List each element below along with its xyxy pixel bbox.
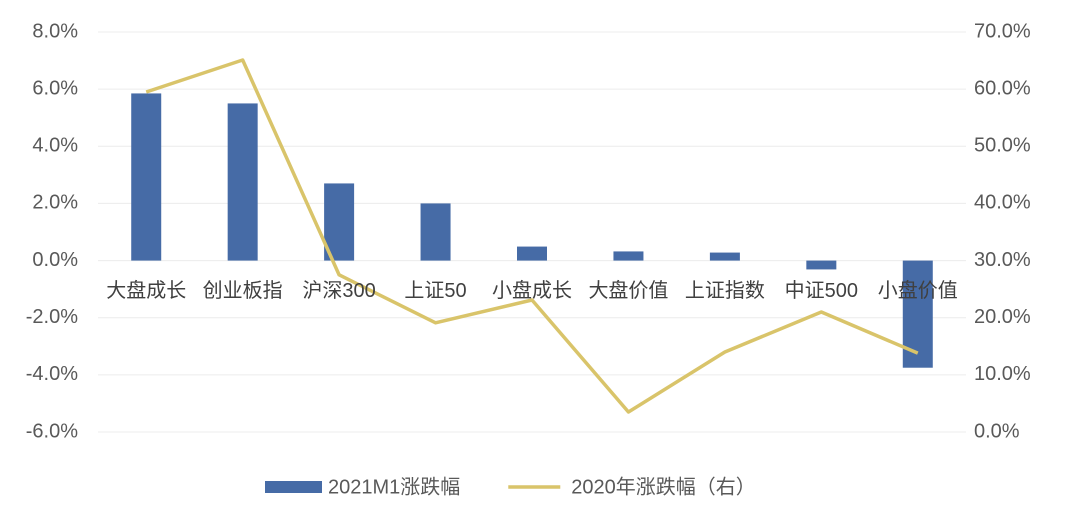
y-tick-label: 4.0% <box>32 135 78 157</box>
y2-tick-label: 40.0% <box>974 192 1031 214</box>
x-tick-label: 上证指数 <box>685 279 765 302</box>
y-tick-label: -6.0% <box>26 420 78 442</box>
y2-tick-label: 70.0% <box>974 20 1031 42</box>
line <box>145 58 919 414</box>
y2-tick-label: 50.0% <box>974 135 1031 157</box>
y-tick-label: 6.0% <box>32 77 78 99</box>
bar <box>613 251 644 261</box>
y2-tick-label: 10.0% <box>974 363 1031 385</box>
x-tick-label: 沪深300 <box>302 279 375 302</box>
x-tick-label: 大盘成长 <box>106 279 186 302</box>
x-tick-label: 大盘价值 <box>588 279 668 302</box>
legend-label: 2021M1涨跌幅 <box>328 475 460 498</box>
bar <box>709 252 740 261</box>
x-tick-label: 小盘价值 <box>878 279 958 302</box>
y2-tick-label: 0.0% <box>974 420 1020 442</box>
bar <box>131 93 162 261</box>
bar <box>806 260 837 270</box>
legend-label: 2020年涨跌幅（右） <box>571 475 756 498</box>
y-tick-label: -2.0% <box>26 306 78 328</box>
y-tick-label: 8.0% <box>32 20 78 42</box>
y2-tick-label: 30.0% <box>974 249 1031 271</box>
bar <box>420 203 451 261</box>
x-tick-label: 上证50 <box>404 279 466 302</box>
y2-tick-label: 60.0% <box>974 77 1031 99</box>
y-tick-label: -4.0% <box>26 363 78 385</box>
bar <box>324 183 355 261</box>
x-tick-label: 创业板指 <box>203 279 283 302</box>
bar <box>517 246 547 261</box>
bar <box>227 103 258 261</box>
x-tick-label: 中证500 <box>785 279 858 302</box>
y-tick-label: 2.0% <box>32 192 78 214</box>
y2-tick-label: 20.0% <box>974 306 1031 328</box>
y-tick-label: 0.0% <box>32 249 78 271</box>
x-tick-label: 小盘成长 <box>492 279 572 302</box>
legend-swatch <box>265 481 322 493</box>
